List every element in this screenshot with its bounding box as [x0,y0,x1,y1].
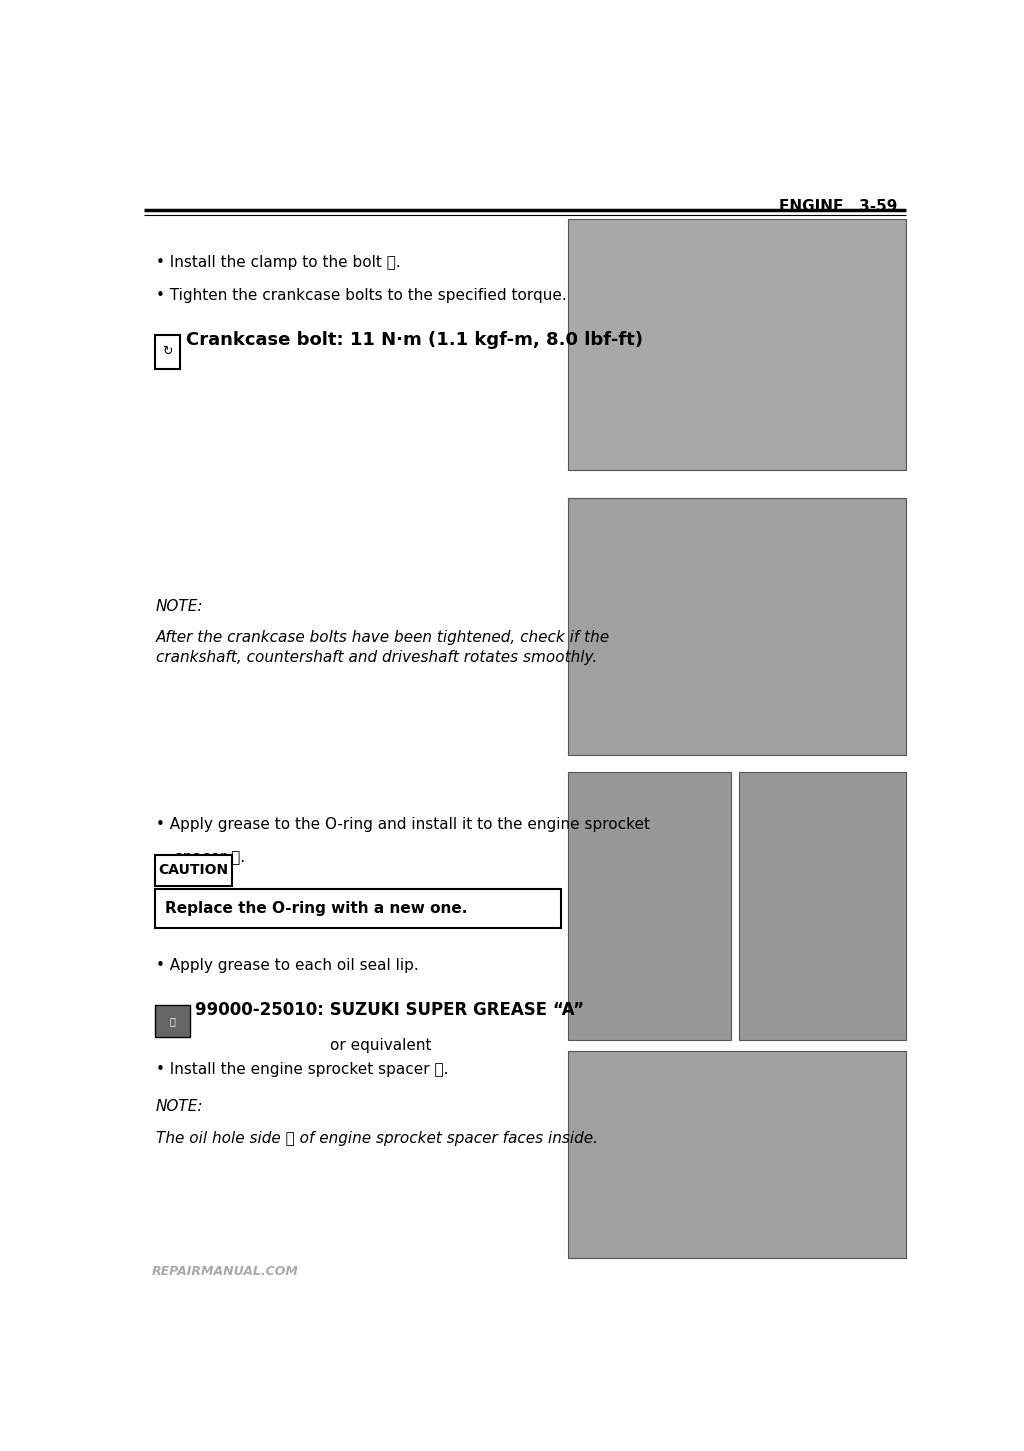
FancyBboxPatch shape [739,772,905,1040]
Text: NOTE:: NOTE: [156,1100,204,1114]
Text: Replace the O-ring with a new one.: Replace the O-ring with a new one. [165,901,468,916]
Text: The oil hole side Ⓑ of engine sprocket spacer faces inside.: The oil hole side Ⓑ of engine sprocket s… [156,1130,598,1145]
Text: or equivalent: or equivalent [331,1037,432,1053]
FancyBboxPatch shape [568,498,905,755]
Text: • Install the clamp to the bolt Ⓐ.: • Install the clamp to the bolt Ⓐ. [156,254,400,270]
FancyBboxPatch shape [155,889,561,929]
Text: 99000-25010: SUZUKI SUPER GREASE “A”: 99000-25010: SUZUKI SUPER GREASE “A” [196,1001,585,1019]
Text: ↻: ↻ [163,345,173,358]
Text: • Apply grease to each oil seal lip.: • Apply grease to each oil seal lip. [156,959,419,974]
FancyBboxPatch shape [568,772,731,1040]
Text: NOTE:: NOTE: [156,599,204,614]
Text: CAUTION: CAUTION [159,863,228,878]
FancyBboxPatch shape [155,335,180,369]
Text: • Install the engine sprocket spacer Ⓑ.: • Install the engine sprocket spacer Ⓑ. [156,1062,449,1077]
Text: REPAIRMANUAL.COM: REPAIRMANUAL.COM [152,1265,299,1278]
Text: ENGINE   3-59: ENGINE 3-59 [779,199,898,213]
Text: Crankcase bolt: 11 N·m (1.1 kgf-m, 8.0 lbf-ft): Crankcase bolt: 11 N·m (1.1 kgf-m, 8.0 l… [186,331,643,348]
Text: Ⓐ: Ⓐ [170,1016,175,1026]
FancyBboxPatch shape [568,1051,905,1258]
Text: spacer Ⓑ.: spacer Ⓑ. [165,850,246,865]
Text: • Tighten the crankcase bolts to the specified torque.: • Tighten the crankcase bolts to the spe… [156,289,566,303]
FancyBboxPatch shape [155,855,232,885]
FancyBboxPatch shape [568,219,905,470]
FancyBboxPatch shape [155,1006,189,1036]
Text: After the crankcase bolts have been tightened, check if the
crankshaft, counters: After the crankcase bolts have been tigh… [156,630,610,666]
Text: • Apply grease to the O-ring and install it to the engine sprocket: • Apply grease to the O-ring and install… [156,817,650,831]
